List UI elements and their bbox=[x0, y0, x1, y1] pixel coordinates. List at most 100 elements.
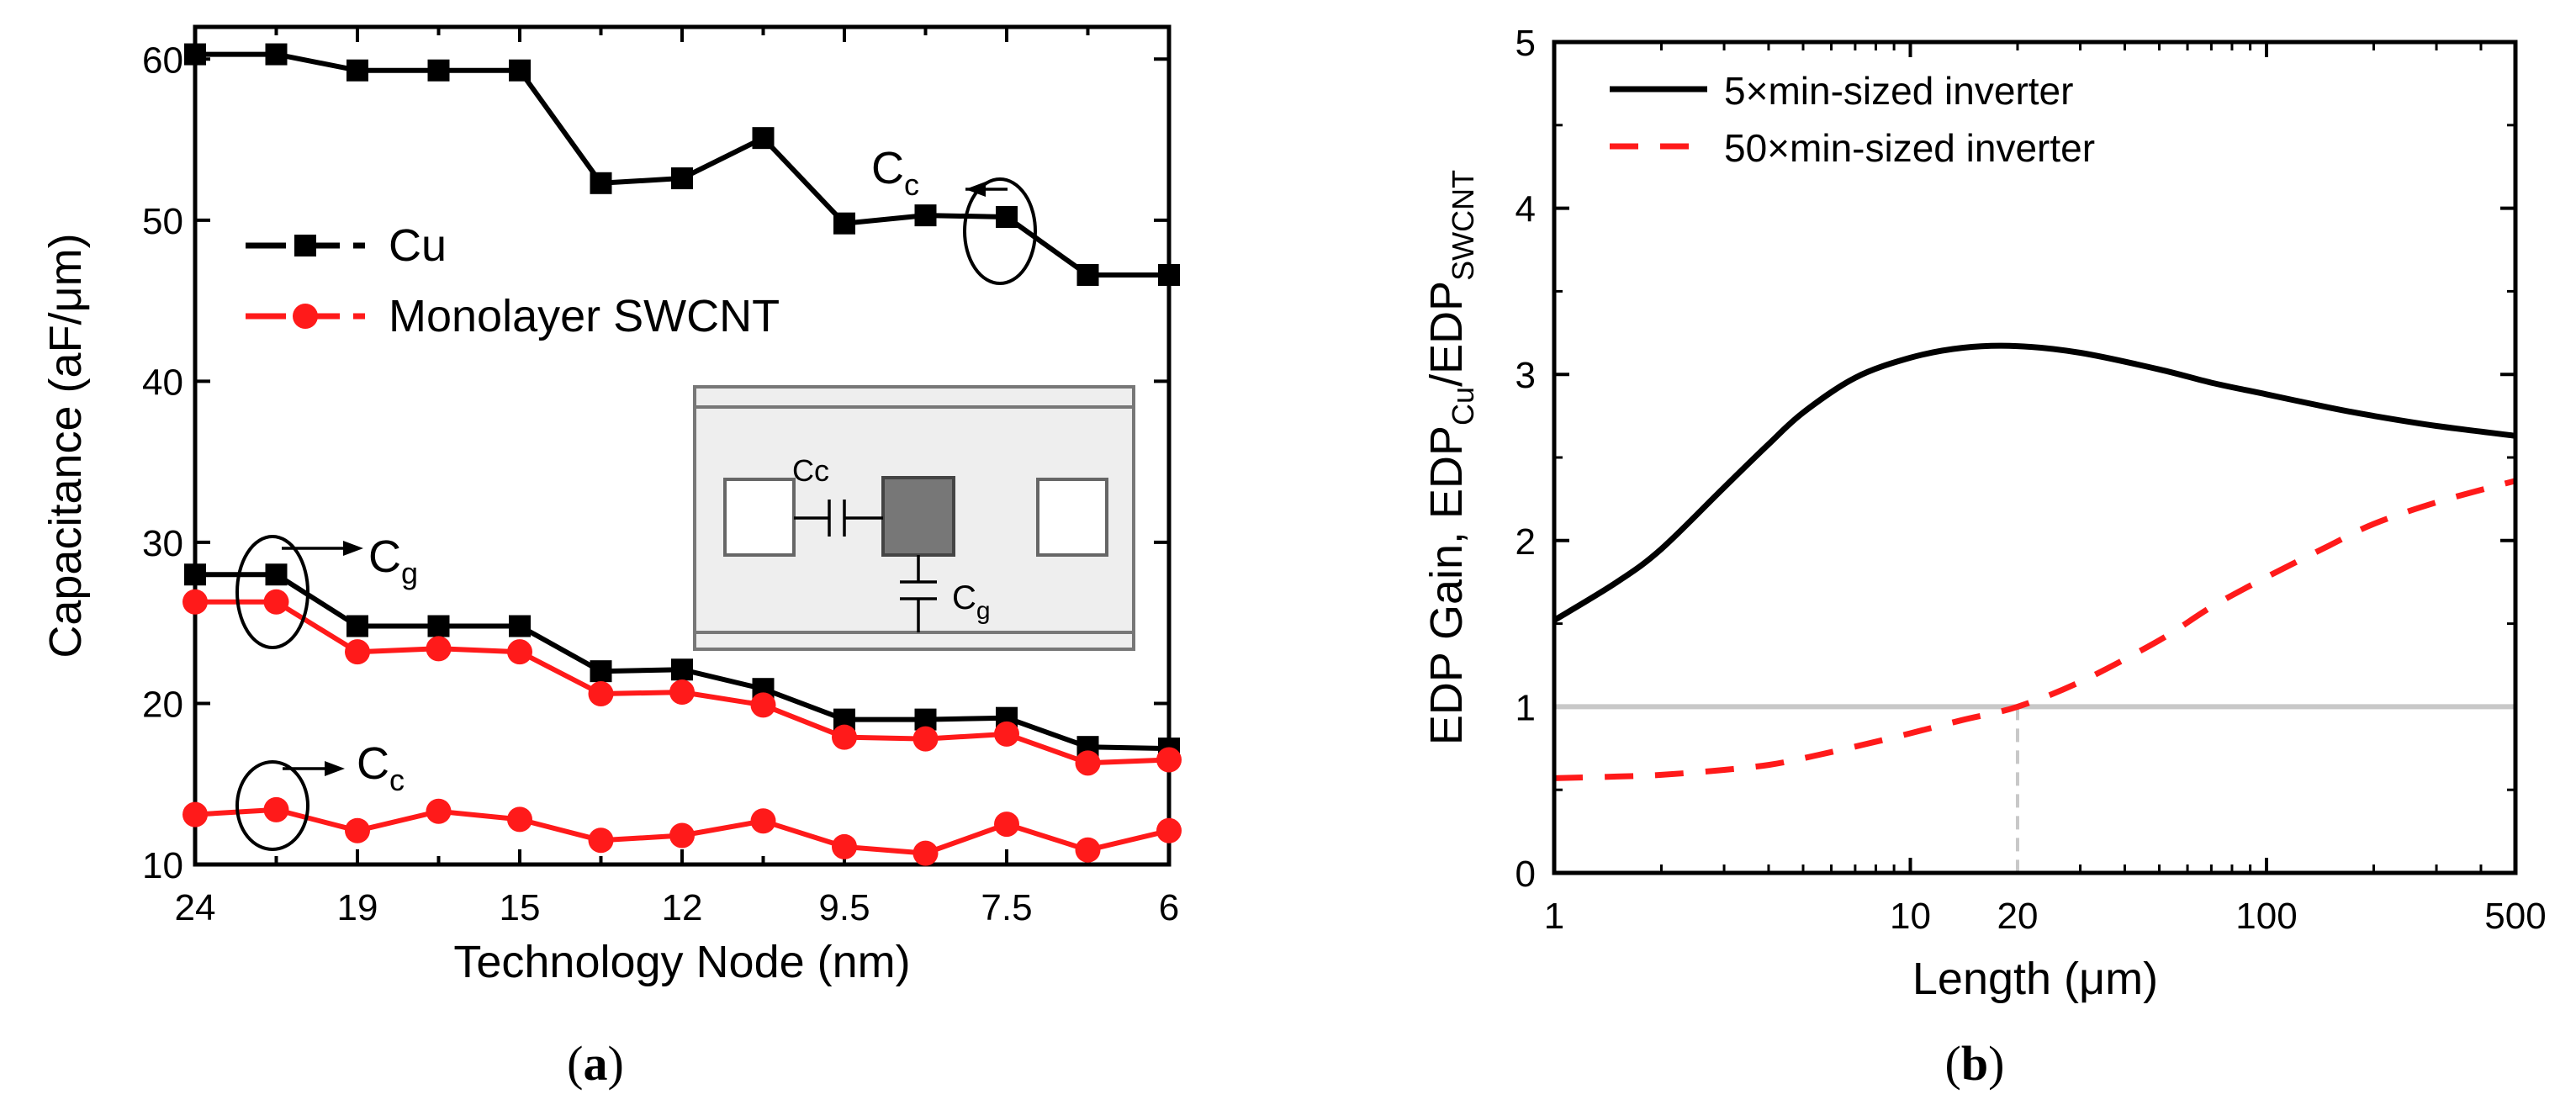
b-y-tick-label: 3 bbox=[1515, 355, 1536, 396]
a-point-monolayer-swcnt-cg bbox=[263, 589, 289, 615]
a-point-monolayer-swcnt-cg bbox=[426, 636, 452, 662]
a-plot-frame bbox=[193, 24, 1172, 867]
a-x-tick-label: 12 bbox=[662, 887, 703, 928]
b-series-group bbox=[1552, 342, 2516, 873]
inset-victim-wire bbox=[881, 476, 955, 557]
a-point-monolayer-swcnt-cc bbox=[182, 801, 208, 827]
inset-right-wire bbox=[1036, 478, 1108, 557]
a-y-tick-label: 30 bbox=[142, 523, 183, 564]
b-y-tick-label: 5 bbox=[1515, 23, 1536, 64]
legend-cu-label: Cu bbox=[389, 220, 447, 271]
a-point-cu-cc bbox=[427, 59, 450, 82]
a-point-monolayer-swcnt-cg bbox=[750, 692, 776, 718]
a-point-monolayer-swcnt-cc bbox=[994, 812, 1019, 838]
a-point-monolayer-swcnt-cg bbox=[1156, 747, 1182, 773]
b-x-tick-label: 1 bbox=[1544, 896, 1564, 937]
a-point-monolayer-swcnt-cg bbox=[588, 680, 614, 706]
a-y-axis-label: Capacitance (aF/μm) bbox=[40, 233, 91, 658]
annotation-cc-top: Cc bbox=[871, 143, 1037, 285]
a-point-monolayer-swcnt-cc bbox=[263, 796, 289, 822]
a-point-cu-cg bbox=[427, 615, 450, 637]
panel-a: 10 20 30 40 50 60 24 19 15 12 9.5 7.5 6 Cc bbox=[40, 24, 1182, 1091]
a-point-cu-cg bbox=[265, 563, 288, 586]
inset-cc-capacitor bbox=[794, 500, 883, 537]
inset-left-wire bbox=[723, 478, 796, 557]
a-point-cu-cc bbox=[1158, 263, 1180, 286]
b-plot-frame bbox=[1552, 40, 2518, 875]
annotation-ellipse bbox=[235, 535, 309, 649]
legend-cu-marker bbox=[294, 235, 316, 256]
legend-cnt-label: Monolayer SWCNT bbox=[389, 291, 780, 341]
a-point-monolayer-swcnt-cg bbox=[182, 589, 208, 615]
b-y-tick-label: 4 bbox=[1515, 189, 1536, 230]
a-x-axis-label: Technology Node (nm) bbox=[453, 937, 910, 987]
b-legend: 5×min-sized inverter 50×min-sized invert… bbox=[1610, 69, 2095, 170]
a-point-monolayer-swcnt-cc bbox=[912, 840, 939, 866]
a-y-tick-label: 10 bbox=[142, 845, 183, 886]
inset-cg-capacitor bbox=[900, 555, 937, 632]
b-x-tick-label: 20 bbox=[1997, 896, 2039, 937]
b-line-50x-inverter bbox=[1553, 478, 2516, 781]
annotation-cg: Cg bbox=[235, 531, 418, 649]
a-x-tick-label: 15 bbox=[500, 887, 541, 928]
b-y-tick-label: 2 bbox=[1515, 521, 1536, 563]
a-point-monolayer-swcnt-cc bbox=[1156, 817, 1182, 843]
a-point-monolayer-swcnt-cc bbox=[750, 808, 776, 834]
b-y-tick-label: 1 bbox=[1515, 687, 1536, 728]
a-point-monolayer-swcnt-cc bbox=[669, 822, 695, 849]
annotation-cc-bottom-label: Cc bbox=[357, 738, 405, 797]
a-point-monolayer-swcnt-cg bbox=[1075, 750, 1101, 776]
a-y-tick-label: 40 bbox=[142, 362, 183, 403]
a-point-cu-cc bbox=[509, 59, 531, 82]
a-point-cu-cg bbox=[590, 660, 612, 683]
a-point-cu-cc bbox=[914, 204, 937, 227]
a-point-cu-cg bbox=[509, 615, 531, 637]
a-point-monolayer-swcnt-cg bbox=[669, 679, 695, 706]
a-point-cu-cc bbox=[1076, 263, 1099, 286]
a-point-monolayer-swcnt-cc bbox=[507, 806, 532, 833]
a-point-monolayer-swcnt-cc bbox=[345, 817, 370, 843]
a-legend: Cu Monolayer SWCNT bbox=[246, 220, 780, 341]
a-axis-ticks: 10 20 30 40 50 60 24 19 15 12 9.5 7.5 6 bbox=[142, 27, 1179, 928]
a-point-cu-cc bbox=[671, 167, 693, 190]
a-series-group bbox=[182, 43, 1182, 866]
a-y-tick-label: 60 bbox=[142, 40, 183, 81]
annotation-ellipse bbox=[963, 177, 1037, 285]
annotation-cg-label: Cg bbox=[368, 531, 418, 590]
legend-cnt-marker bbox=[293, 304, 318, 329]
a-point-monolayer-swcnt-cc bbox=[588, 827, 614, 854]
b-x-tick-label: 500 bbox=[2484, 896, 2546, 937]
a-y-tick-label: 50 bbox=[142, 201, 183, 242]
a-point-monolayer-swcnt-cg bbox=[994, 721, 1019, 747]
a-point-monolayer-swcnt-cc bbox=[832, 833, 857, 859]
arrow-head-icon bbox=[343, 541, 363, 556]
a-x-tick-label: 24 bbox=[175, 887, 216, 928]
b-line-5x-inverter bbox=[1552, 342, 2516, 623]
a-point-monolayer-swcnt-cg bbox=[345, 639, 370, 665]
annotation-cc-bottom: Cc bbox=[235, 738, 405, 851]
a-point-cu-cc bbox=[346, 59, 368, 82]
a-point-cu-cc bbox=[996, 206, 1018, 229]
a-point-cu-cg bbox=[671, 658, 693, 681]
a-point-cu-cc bbox=[184, 43, 206, 66]
arrow-head-icon bbox=[325, 761, 345, 776]
legend-dashed-label: 50×min-sized inverter bbox=[1724, 126, 2095, 170]
a-point-cu-cc bbox=[590, 172, 612, 194]
a-point-monolayer-swcnt-cg bbox=[832, 724, 857, 750]
arrow-head-icon bbox=[965, 182, 986, 197]
b-caption: (b) bbox=[1945, 1036, 2005, 1091]
b-x-tick-label: 10 bbox=[1890, 896, 1931, 937]
b-x-tick-label: 100 bbox=[2235, 896, 2297, 937]
a-point-monolayer-swcnt-cg bbox=[507, 639, 532, 665]
a-point-cu-cg bbox=[184, 563, 206, 586]
a-point-cu-cc bbox=[265, 43, 288, 66]
annotation-cc-top-label: Cc bbox=[871, 143, 919, 202]
a-point-monolayer-swcnt-cc bbox=[1075, 837, 1101, 863]
a-point-cu-cc bbox=[752, 127, 775, 150]
a-x-tick-label: 19 bbox=[337, 887, 378, 928]
inset-cc-label: Cc bbox=[792, 453, 829, 488]
a-line-cu-cc bbox=[195, 51, 1169, 278]
b-y-tick-label: 0 bbox=[1515, 854, 1536, 895]
inset-cg-label: Cg bbox=[952, 579, 991, 625]
